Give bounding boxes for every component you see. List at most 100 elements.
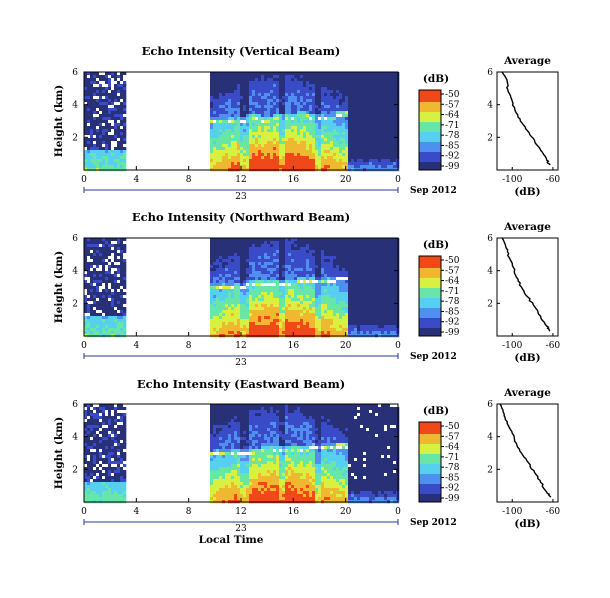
- heat-cell: [261, 138, 265, 142]
- heat-cell: [279, 262, 283, 266]
- heat-cell: [246, 144, 250, 148]
- heat-cell: [267, 310, 271, 314]
- heat-cell: [111, 238, 115, 242]
- heat-cell: [243, 162, 247, 166]
- heat-cell: [90, 238, 94, 242]
- heat-cell: [306, 322, 310, 326]
- heat-cell: [384, 138, 388, 142]
- heat-cell: [249, 328, 253, 332]
- gap-cell: [111, 271, 114, 274]
- heat-cell: [375, 96, 379, 100]
- gap-cell: [93, 141, 96, 144]
- heat-cell: [261, 162, 265, 166]
- heat-cell: [240, 247, 244, 251]
- heat-cell: [240, 280, 244, 284]
- heat-cell: [114, 105, 118, 109]
- heat-cell: [228, 126, 232, 130]
- heat-cell: [90, 90, 94, 94]
- heat-cell: [327, 256, 331, 260]
- heat-cell: [243, 96, 247, 100]
- heat-cell: [231, 114, 235, 118]
- heat-cell: [312, 129, 316, 133]
- heat-cell: [252, 295, 256, 299]
- heat-cell: [306, 87, 310, 91]
- heat-cell: [276, 105, 280, 109]
- heat-cell: [324, 259, 328, 263]
- heat-cell: [243, 298, 247, 302]
- heat-cell: [108, 328, 112, 332]
- heat-cell: [291, 153, 295, 157]
- heat-cell: [123, 283, 127, 287]
- heat-cell: [114, 108, 118, 112]
- heat-cell: [315, 129, 319, 133]
- heat-cell: [360, 244, 364, 248]
- gap-cell: [96, 310, 99, 313]
- heat-cell: [108, 81, 112, 85]
- heat-cell: [114, 72, 118, 76]
- heat-cell: [306, 111, 310, 115]
- heat-cell: [342, 271, 346, 275]
- heat-cell: [351, 75, 355, 79]
- heat-cell: [348, 331, 352, 335]
- heat-cell: [99, 313, 103, 317]
- heat-cell: [105, 289, 109, 293]
- heat-cell: [255, 75, 259, 79]
- heat-cell: [315, 322, 319, 326]
- heat-cell: [366, 286, 370, 290]
- heat-cell: [270, 153, 274, 157]
- heat-cell: [90, 292, 94, 296]
- heat-cell: [222, 256, 226, 260]
- heat-cell: [120, 238, 124, 242]
- heat-cell: [219, 259, 223, 263]
- heat-cell: [261, 102, 265, 106]
- heat-cell: [276, 259, 280, 263]
- heat-cell: [318, 301, 322, 305]
- heat-cell: [318, 96, 322, 100]
- heat-cell: [357, 301, 361, 305]
- heat-cell: [348, 313, 352, 317]
- heat-cell: [99, 262, 103, 266]
- heat-cell: [363, 138, 367, 142]
- heat-cell: [276, 132, 280, 136]
- heat-cell: [255, 325, 259, 329]
- gap-cell: [84, 147, 87, 150]
- heat-cell: [114, 126, 118, 130]
- heat-cell: [255, 99, 259, 103]
- gap-cell: [123, 256, 126, 259]
- heat-cell: [351, 301, 355, 305]
- heat-cell: [120, 117, 124, 121]
- heat-cell: [390, 126, 394, 130]
- heat-cell: [279, 322, 283, 326]
- heat-cell: [300, 244, 304, 248]
- heat-cell: [213, 295, 217, 299]
- heat-cell: [363, 316, 367, 320]
- heat-cell: [117, 247, 121, 251]
- heat-cell: [255, 331, 259, 335]
- heat-cell: [93, 132, 97, 136]
- heat-cell: [225, 271, 229, 275]
- heat-cell: [90, 319, 94, 323]
- heat-cell: [102, 328, 106, 332]
- colorbar-unit: (dB): [423, 73, 449, 85]
- heat-cell: [231, 298, 235, 302]
- heat-cell: [123, 274, 127, 278]
- heat-cell: [273, 78, 277, 82]
- heat-cell: [375, 238, 379, 242]
- heat-cell: [228, 141, 232, 145]
- gap-cell: [117, 310, 120, 313]
- heat-cell: [366, 247, 370, 251]
- heat-cell: [219, 123, 223, 127]
- heat-cell: [237, 87, 241, 91]
- heat-cell: [306, 307, 310, 311]
- heat-cell: [345, 147, 349, 151]
- heat-cell: [222, 135, 226, 139]
- heat-cell: [102, 153, 106, 157]
- heat-cell: [243, 90, 247, 94]
- heat-cell: [351, 247, 355, 251]
- heat-cell: [249, 325, 253, 329]
- heat-cell: [297, 247, 301, 251]
- heat-cell: [387, 147, 391, 151]
- heat-cell: [210, 280, 214, 284]
- heat-cell: [276, 102, 280, 106]
- heat-cell: [252, 325, 256, 329]
